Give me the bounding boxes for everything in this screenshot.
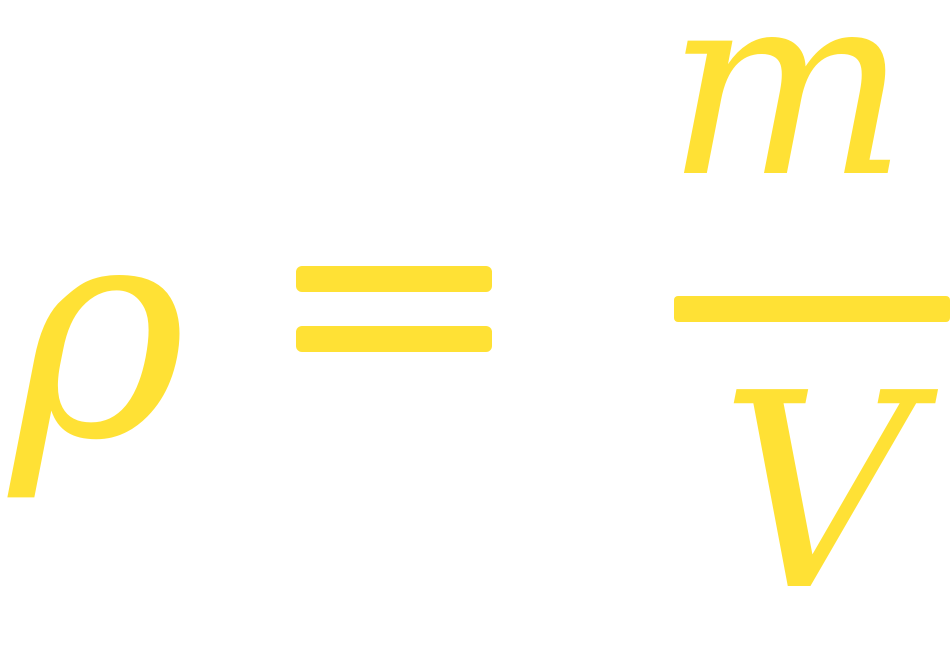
density-formula: ρ = m V [10,0,950,628]
equals-top-bar [296,266,492,292]
formula-lhs-rho: ρ [10,157,187,506]
formula-numerator-m: m [666,0,908,234]
formula-denominator-v: V [720,335,915,650]
fraction-bar [674,296,950,322]
equals-bottom-bar [296,326,492,352]
